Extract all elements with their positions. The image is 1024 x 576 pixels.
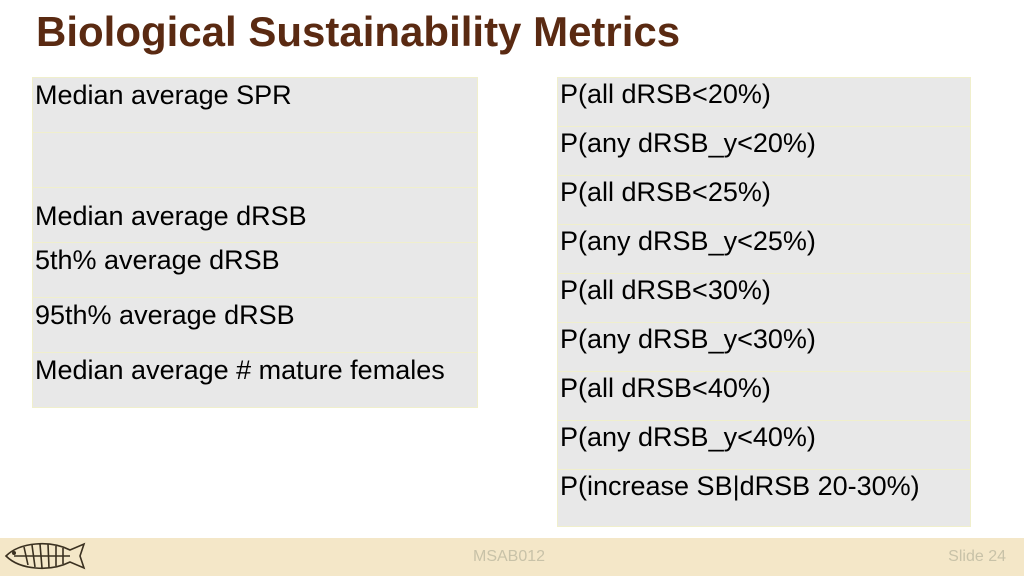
table-cell: Median average dRSB [32, 187, 478, 243]
table-cell: P(any dRSB_y<25%) [557, 224, 971, 274]
table-cell: P(any dRSB_y<40%) [557, 420, 971, 470]
table-cell: 5th% average dRSB [32, 242, 478, 298]
table-row: P(any dRSB_y<25%) [557, 224, 971, 274]
table-row: 5th% average dRSB [32, 242, 478, 298]
table-cell: P(any dRSB_y<20%) [557, 126, 971, 176]
table-cell: P(all dRSB<20%) [557, 77, 971, 127]
table-cell: Median average SPR [32, 77, 478, 133]
table-cell: P(all dRSB<40%) [557, 371, 971, 421]
table-row: P(any dRSB_y<20%) [557, 126, 971, 176]
table-cell: P(any dRSB_y<30%) [557, 322, 971, 372]
footer-center-text: MSAB012 [473, 548, 546, 565]
table-cell: P(increase SB|dRSB 20-30%) [557, 469, 971, 527]
table-row: P(increase SB|dRSB 20-30%) [557, 469, 971, 527]
table-cell: Median average # mature females [32, 352, 478, 408]
table-cell: P(all dRSB<30%) [557, 273, 971, 323]
table-cell: P(all dRSB<25%) [557, 175, 971, 225]
table-row: Median average SPR [32, 77, 478, 133]
slide-footer: MSAB012 Slide 24 [0, 538, 1024, 576]
table-row: P(all dRSB<30%) [557, 273, 971, 323]
table-cell: 95th% average dRSB [32, 297, 478, 353]
probability-metrics-table-right: P(all dRSB<20%) P(any dRSB_y<20%) P(all … [557, 77, 971, 527]
table-row: P(all dRSB<25%) [557, 175, 971, 225]
slide-title: Biological Sustainability Metrics [36, 8, 681, 55]
table-row: P(any dRSB_y<30%) [557, 322, 971, 372]
fish-skeleton-icon [4, 542, 86, 570]
table-row: Median average # mature females [32, 352, 478, 408]
table-row: P(all dRSB<20%) [557, 77, 971, 127]
table-cell [32, 132, 478, 188]
table-row: P(all dRSB<40%) [557, 371, 971, 421]
table-row: 95th% average dRSB [32, 297, 478, 353]
slide-number: Slide 24 [948, 548, 1006, 565]
table-row: Median average dRSB [32, 187, 478, 243]
table-row [32, 132, 478, 188]
table-row: P(any dRSB_y<40%) [557, 420, 971, 470]
performance-metrics-table-left: Median average SPR Median average dRSB 5… [32, 77, 478, 408]
